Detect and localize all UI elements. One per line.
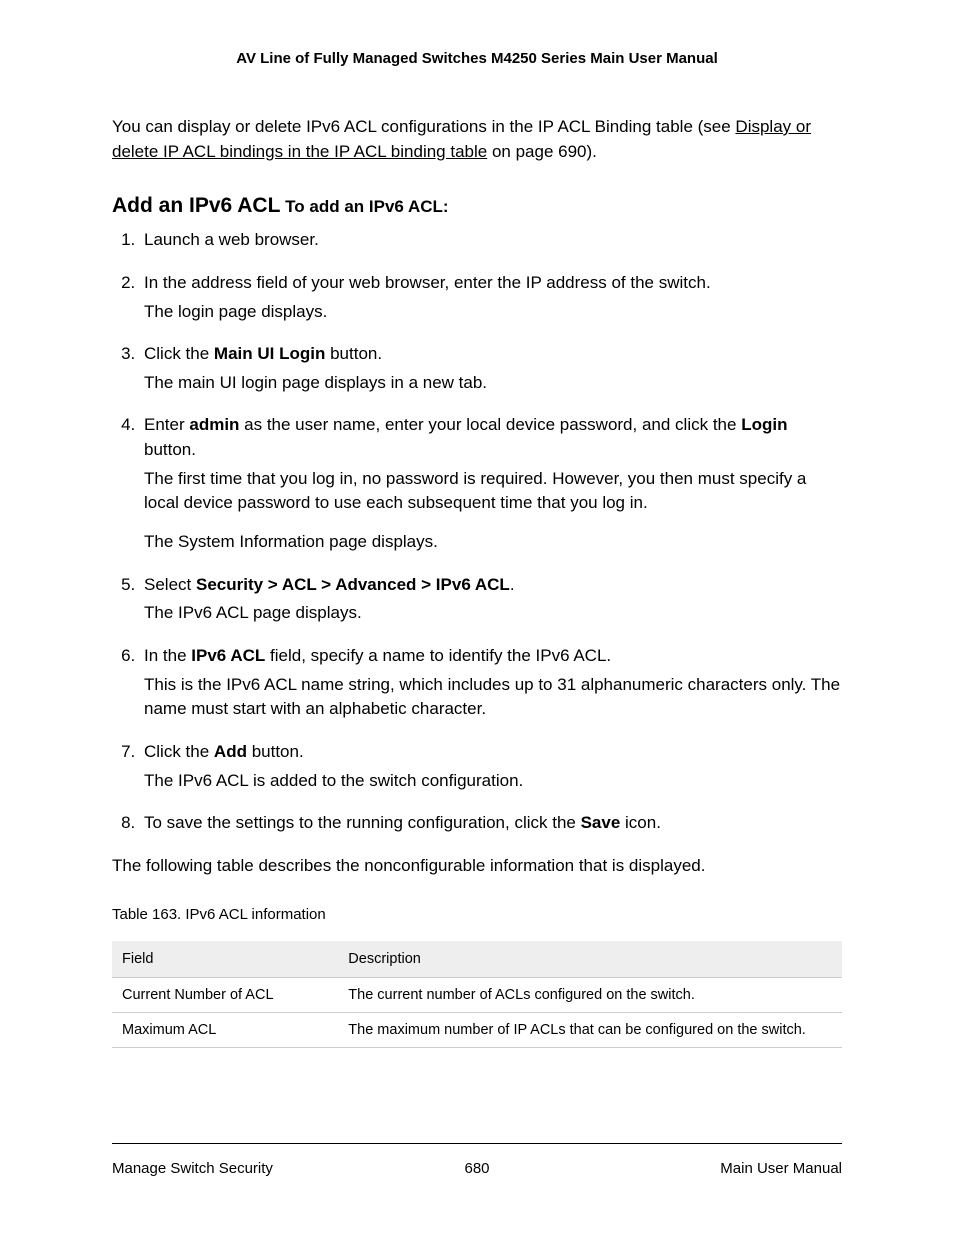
header-title: AV Line of Fully Managed Switches M4250 … bbox=[236, 50, 718, 67]
step-pre: Select bbox=[144, 575, 196, 594]
step-bold: Add bbox=[214, 742, 247, 761]
table-cell-field: Current Number of ACL bbox=[112, 978, 338, 1013]
intro-paragraph: You can display or delete IPv6 ACL confi… bbox=[112, 115, 842, 164]
table-row: Maximum ACL The maximum number of IP ACL… bbox=[112, 1013, 842, 1048]
section-heading: Add an IPv6 ACL To add an IPv6 ACL: bbox=[112, 194, 842, 218]
step-bold: Security > ACL > Advanced > IPv6 ACL bbox=[196, 575, 510, 594]
step-5: Select Security > ACL > Advanced > IPv6 … bbox=[140, 573, 842, 626]
info-table: Field Description Current Number of ACL … bbox=[112, 941, 842, 1048]
table-cell-description: The maximum number of IP ACLs that can b… bbox=[338, 1013, 842, 1048]
page-header: AV Line of Fully Managed Switches M4250 … bbox=[112, 50, 842, 67]
closing-paragraph: The following table describes the noncon… bbox=[112, 854, 842, 879]
step-6: In the IPv6 ACL field, specify a name to… bbox=[140, 644, 842, 722]
table-header-row: Field Description bbox=[112, 941, 842, 978]
step-7: Click the Add button. The IPv6 ACL is ad… bbox=[140, 740, 842, 793]
step-bold: IPv6 ACL bbox=[191, 646, 265, 665]
step-post: button. bbox=[144, 440, 196, 459]
table-caption: Table 163. IPv6 ACL information bbox=[112, 906, 842, 923]
table-header-field: Field bbox=[112, 941, 338, 978]
step-result-2: The System Information page displays. bbox=[144, 530, 842, 555]
table-cell-description: The current number of ACLs configured on… bbox=[338, 978, 842, 1013]
step-mid: as the user name, enter your local devic… bbox=[239, 415, 741, 434]
step-result: The first time that you log in, no passw… bbox=[144, 467, 842, 516]
step-pre: To save the settings to the running conf… bbox=[144, 813, 581, 832]
step-text: Launch a web browser. bbox=[144, 230, 319, 249]
step-4: Enter admin as the user name, enter your… bbox=[140, 413, 842, 554]
page: AV Line of Fully Managed Switches M4250 … bbox=[0, 0, 954, 1235]
step-post: field, specify a name to identify the IP… bbox=[265, 646, 611, 665]
step-result: The IPv6 ACL page displays. bbox=[144, 601, 842, 626]
steps-list: Launch a web browser. In the address fie… bbox=[112, 228, 842, 836]
step-result: The IPv6 ACL is added to the switch conf… bbox=[144, 769, 842, 794]
step-result: This is the IPv6 ACL name string, which … bbox=[144, 673, 842, 722]
intro-text-1: You can display or delete IPv6 ACL confi… bbox=[112, 117, 735, 136]
step-8: To save the settings to the running conf… bbox=[140, 811, 842, 836]
table-row: Current Number of ACL The current number… bbox=[112, 978, 842, 1013]
step-1: Launch a web browser. bbox=[140, 228, 842, 253]
heading-sub: To add an IPv6 ACL: bbox=[280, 197, 448, 216]
page-footer: Manage Switch Security 680 Main User Man… bbox=[112, 1143, 842, 1177]
step-3: Click the Main UI Login button. The main… bbox=[140, 342, 842, 395]
step-bold: Save bbox=[581, 813, 621, 832]
step-post: button. bbox=[247, 742, 304, 761]
step-pre: Click the bbox=[144, 742, 214, 761]
step-post: icon. bbox=[620, 813, 661, 832]
step-text: In the address field of your web browser… bbox=[144, 273, 711, 292]
footer-page-number: 680 bbox=[112, 1160, 842, 1177]
step-2: In the address field of your web browser… bbox=[140, 271, 842, 324]
step-bold: Main UI Login bbox=[214, 344, 325, 363]
step-pre: In the bbox=[144, 646, 191, 665]
intro-text-2: on page 690). bbox=[487, 142, 597, 161]
step-bold: admin bbox=[189, 415, 239, 434]
step-post: . bbox=[510, 575, 515, 594]
step-post: button. bbox=[325, 344, 382, 363]
table-header-description: Description bbox=[338, 941, 842, 978]
table-cell-field: Maximum ACL bbox=[112, 1013, 338, 1048]
step-bold-2: Login bbox=[741, 415, 787, 434]
heading-main: Add an IPv6 ACL bbox=[112, 194, 280, 217]
step-pre: Click the bbox=[144, 344, 214, 363]
step-pre: Enter bbox=[144, 415, 189, 434]
step-result: The main UI login page displays in a new… bbox=[144, 371, 842, 396]
step-result: The login page displays. bbox=[144, 300, 842, 325]
